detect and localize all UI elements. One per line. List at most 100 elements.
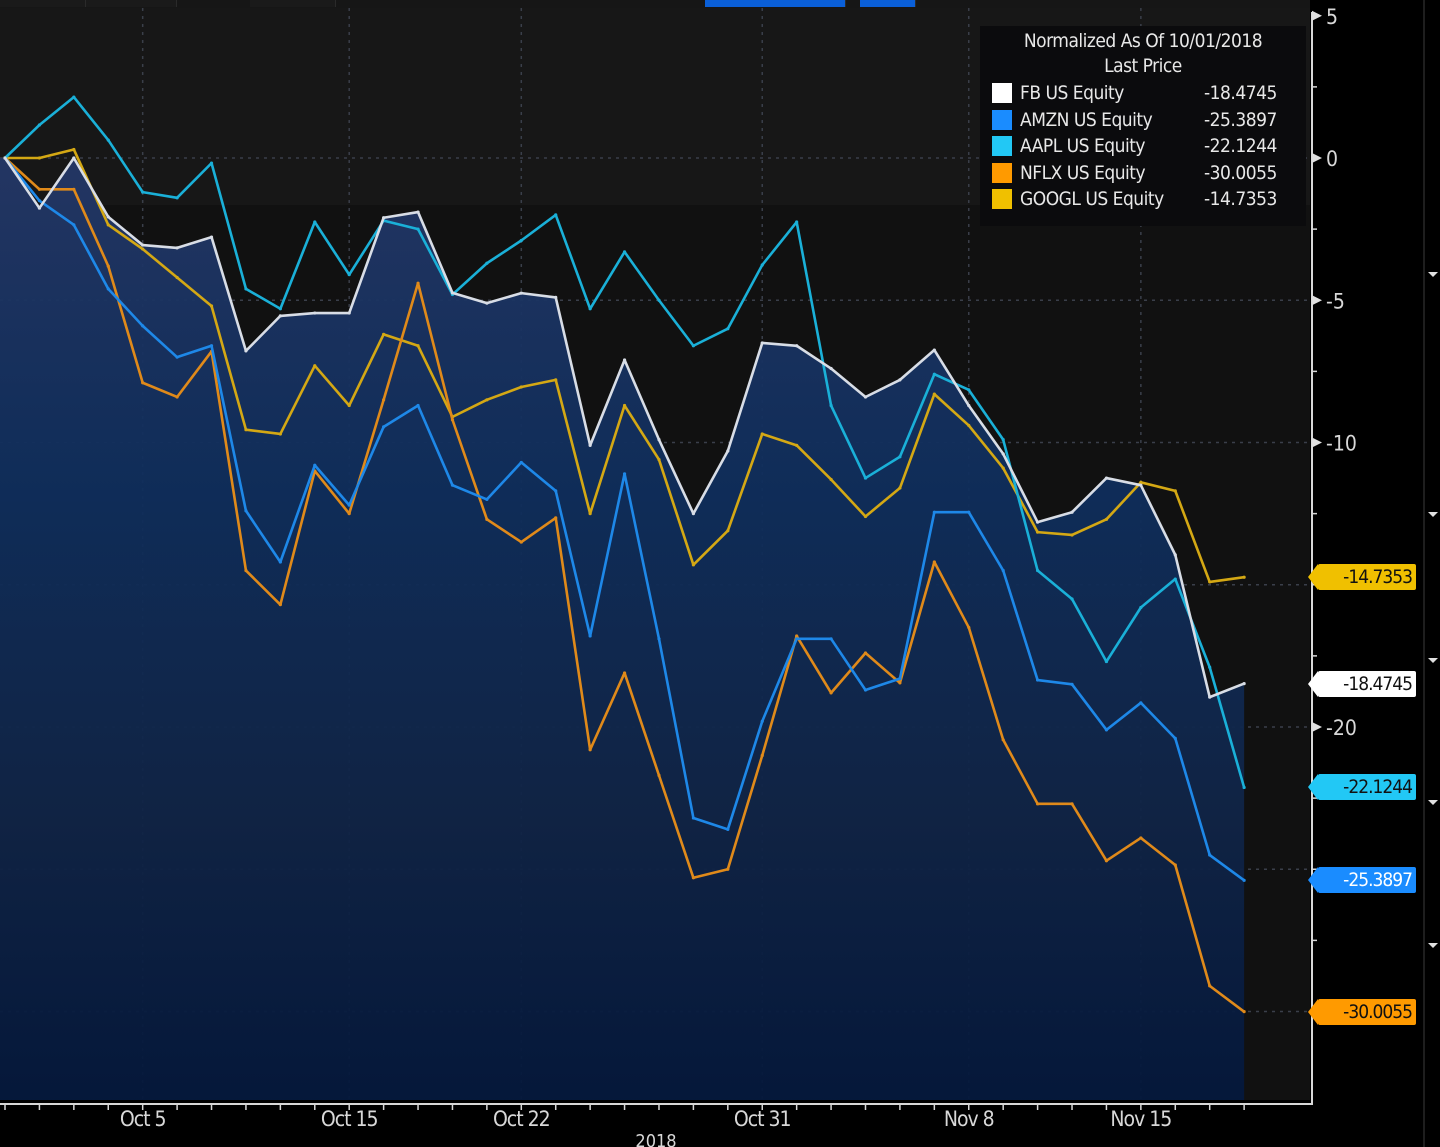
data-point [106,215,110,219]
data-point [691,344,696,348]
data-point [72,95,76,99]
data-point [863,688,868,692]
data-point [726,867,730,871]
data-point [898,486,902,490]
data-point [416,403,420,408]
data-point [1036,678,1040,682]
data-point [519,385,523,389]
y-tick-label: -20 [1326,716,1357,740]
data-point [485,517,489,521]
toolbar-tab[interactable] [86,0,177,7]
legend-swatch-icon [992,109,1012,130]
data-point [278,432,282,436]
data-point [1001,452,1005,456]
data-point [622,472,627,476]
data-point [691,816,696,820]
data-point [1139,483,1143,487]
data-point [1173,736,1177,740]
data-point [382,425,386,429]
legend: Normalized As Of 10/01/2018 Last Price F… [980,26,1306,226]
data-point [1070,533,1074,537]
legend-series-name: NFLX US Equity [1020,161,1146,184]
legend-item[interactable]: NFLX US Equity -30.0055 [980,160,1306,187]
toolbar-tab[interactable] [0,0,86,7]
axes: Oct 5 Oct 15 Oct 22 Oct 31 Nov 8 Nov 15 2018 5 0… [4,5,1438,1147]
y-tick-marker [1312,437,1322,448]
data-point [1001,738,1005,742]
data-point [519,460,523,465]
legend-item[interactable]: FB US Equity -18.4745 [980,80,1306,107]
data-point [1242,785,1246,790]
data-point [278,314,282,318]
data-point [106,223,110,227]
legend-last-value: -22.1244 [1204,135,1277,158]
data-point [485,497,489,501]
data-point [932,392,936,396]
data-point [37,206,42,210]
data-point [3,156,7,160]
data-point [588,748,592,752]
last-price-tag: -14.7353 [1308,564,1416,591]
data-point [313,311,317,315]
legend-item[interactable]: AMZN US Equity -25.3897 [980,107,1306,134]
legend-series-name: AMZN US Equity [1020,108,1153,131]
data-point [1208,665,1212,669]
legend-item[interactable]: AAPL US Equity -22.1244 [980,133,1306,160]
legend-swatch-icon [992,162,1012,183]
data-point [1104,859,1109,863]
data-point [554,295,558,300]
data-point [175,196,179,200]
data-point [485,301,489,305]
data-point [1208,853,1212,857]
toolbar-tab-active[interactable] [705,0,846,7]
data-point [863,651,868,655]
toolbar-tab[interactable] [250,0,336,7]
data-point [760,432,764,436]
data-point [72,147,76,152]
data-point [1139,605,1143,610]
data-point [1242,681,1246,686]
data-point [209,304,214,308]
data-point [898,378,902,382]
data-point [141,243,145,247]
toolbar-tab-active[interactable] [860,0,916,7]
scroll-marker-icon [1428,658,1438,663]
y-tick-label: -5 [1326,289,1345,313]
data-point [347,512,351,516]
scroll-marker-icon [1428,943,1438,948]
data-point [795,220,799,224]
data-point [141,381,145,385]
data-point [175,246,179,250]
legend-item[interactable]: GOOGL US Equity -14.7353 [980,186,1306,213]
data-point [278,603,282,607]
data-point [175,395,179,399]
data-point [244,287,248,291]
data-point [726,327,730,331]
data-point [554,516,558,520]
data-point [967,423,971,428]
data-point [1104,728,1109,732]
data-point [1208,984,1212,988]
data-point [726,449,730,453]
data-point [1139,480,1143,484]
data-point [37,156,42,160]
data-point [829,403,833,408]
data-point [1173,577,1177,581]
data-point [141,247,145,251]
data-point [37,123,42,127]
data-point [244,428,248,432]
data-point [244,568,248,573]
series-lines [3,95,1246,1014]
legend-swatch-icon [992,136,1012,157]
data-point [863,476,868,480]
legend-series-name: GOOGL US Equity [1020,188,1164,211]
data-point [657,457,661,462]
data-point [1036,530,1040,534]
data-point [106,287,110,291]
data-point [209,235,214,239]
data-point [829,477,833,482]
legend-title: Normalized As Of 10/01/2018 [1023,30,1263,52]
last-price-tag: -25.3897 [1308,867,1416,894]
data-point [1001,568,1005,573]
legend-last-value: -18.4745 [1204,82,1277,105]
